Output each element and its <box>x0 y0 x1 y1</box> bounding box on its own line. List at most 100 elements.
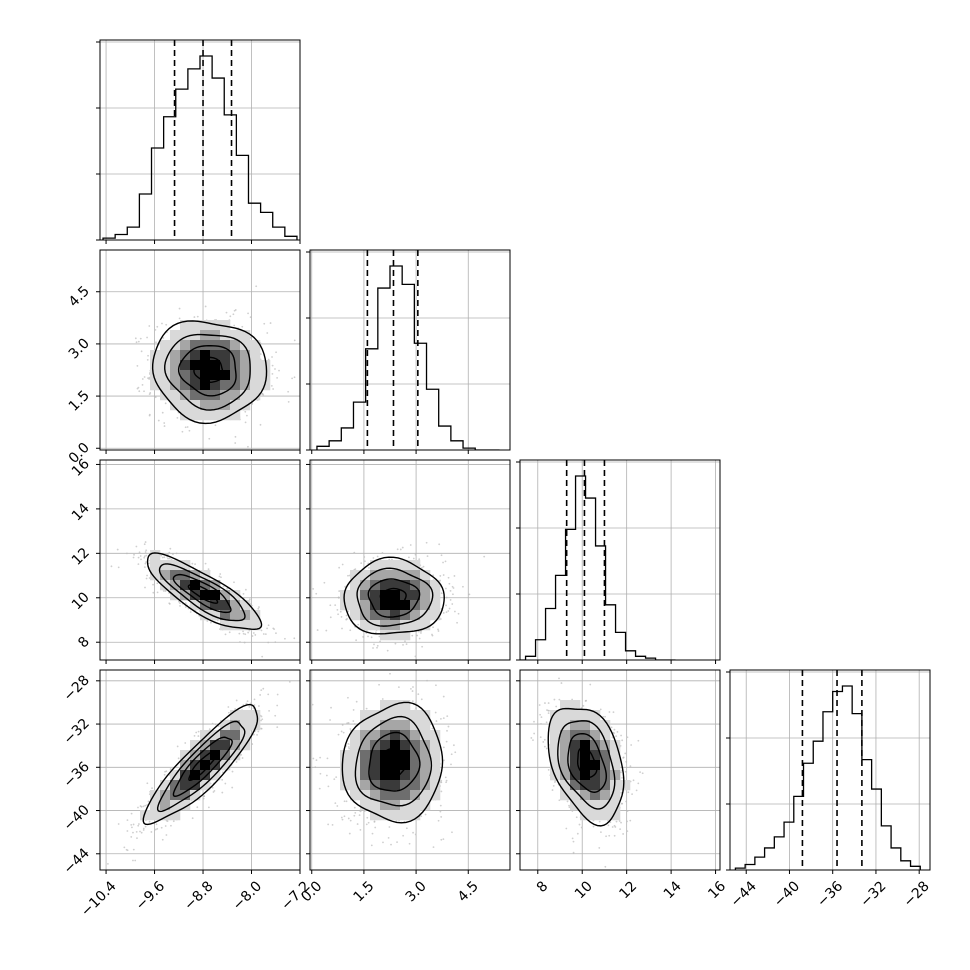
density-cell <box>220 740 231 751</box>
sample-point <box>454 751 457 754</box>
sample-point <box>259 423 262 426</box>
sample-point <box>315 592 318 595</box>
sample-point <box>340 616 343 618</box>
density-cell <box>400 720 411 731</box>
sample-point <box>444 776 447 779</box>
sample-point <box>143 556 146 559</box>
sample-point <box>629 819 632 822</box>
sample-point <box>130 836 133 838</box>
sample-point <box>267 624 270 627</box>
density-cell <box>210 400 221 411</box>
density-cell <box>180 370 191 381</box>
density-cell <box>620 780 631 791</box>
density-cell <box>240 330 251 341</box>
sample-point <box>624 752 627 755</box>
density-cell <box>250 720 261 731</box>
density-cell <box>240 400 251 411</box>
sample-point <box>445 781 448 784</box>
sample-point <box>263 322 266 325</box>
sample-point <box>387 836 390 839</box>
sample-point <box>233 324 236 327</box>
density-cell <box>160 780 171 791</box>
density-cells <box>550 700 631 821</box>
sample-point <box>202 797 205 800</box>
sample-point <box>637 782 640 785</box>
density-cell <box>550 740 561 751</box>
density-cell <box>560 730 571 741</box>
density-cell <box>410 760 421 771</box>
sample-point <box>468 593 471 596</box>
density-cell <box>210 410 221 421</box>
sample-point <box>148 376 151 379</box>
density-cell <box>390 730 401 741</box>
sample-point <box>161 556 164 559</box>
sample-point <box>551 789 554 791</box>
sample-point <box>399 548 402 551</box>
density-cell <box>430 740 441 751</box>
sample-point <box>275 632 277 635</box>
density-cell <box>220 760 231 771</box>
contour-level-3 <box>341 701 444 824</box>
sample-point <box>148 820 151 823</box>
density-cell <box>210 370 221 381</box>
sample-point <box>137 824 140 827</box>
density-cell <box>180 390 191 401</box>
sample-point <box>254 634 257 636</box>
sample-point <box>345 618 348 621</box>
sample-point <box>287 390 290 393</box>
density-cell <box>580 790 591 801</box>
sample-point <box>130 823 133 826</box>
density-cell <box>410 730 421 741</box>
density-cell <box>180 410 191 421</box>
density-cell <box>560 790 571 801</box>
sample-point <box>411 665 413 667</box>
density-cell <box>390 710 401 721</box>
sample-point <box>210 621 212 624</box>
sample-point <box>447 610 450 612</box>
density-cell <box>430 580 441 591</box>
sample-point <box>363 810 366 813</box>
density-cell <box>570 710 581 721</box>
sample-point <box>616 731 619 733</box>
density-cell <box>230 620 241 631</box>
density-cell <box>400 580 411 591</box>
sample-point <box>444 587 447 590</box>
density-cell <box>390 740 401 751</box>
sample-point <box>347 574 349 577</box>
density-cell <box>390 760 401 771</box>
sample-point <box>204 305 207 308</box>
density-cell <box>200 740 211 751</box>
density-cell <box>170 590 181 601</box>
sample-point <box>414 833 417 836</box>
sample-point <box>600 831 602 834</box>
sample-point <box>164 402 167 405</box>
density-cell <box>360 590 371 601</box>
sample-point <box>452 587 455 589</box>
density-cell <box>170 780 181 791</box>
sample-point <box>371 832 374 835</box>
sample-point <box>615 820 618 823</box>
sample-point <box>251 743 254 745</box>
sample-point <box>131 826 133 829</box>
x-tick-label-0: −10.4 <box>78 878 120 920</box>
sample-point <box>366 816 369 819</box>
sample-point <box>543 738 546 741</box>
density-cell <box>220 400 231 411</box>
density-cell <box>180 780 191 791</box>
density-cell <box>150 560 161 571</box>
sample-point <box>246 700 249 703</box>
density-cell <box>400 590 411 601</box>
sample-point <box>136 837 138 840</box>
y-tick-label-2: 12 <box>69 545 93 569</box>
density-cell <box>600 810 611 821</box>
density-cell <box>350 740 361 751</box>
sample-point <box>611 826 614 828</box>
density-cell <box>380 590 391 601</box>
density-cell <box>390 630 401 641</box>
sample-point <box>565 827 568 830</box>
density-cell <box>170 580 181 591</box>
sample-point <box>319 772 322 775</box>
density-cell <box>160 810 171 821</box>
sample-point <box>141 378 144 380</box>
sample-point <box>144 804 147 807</box>
